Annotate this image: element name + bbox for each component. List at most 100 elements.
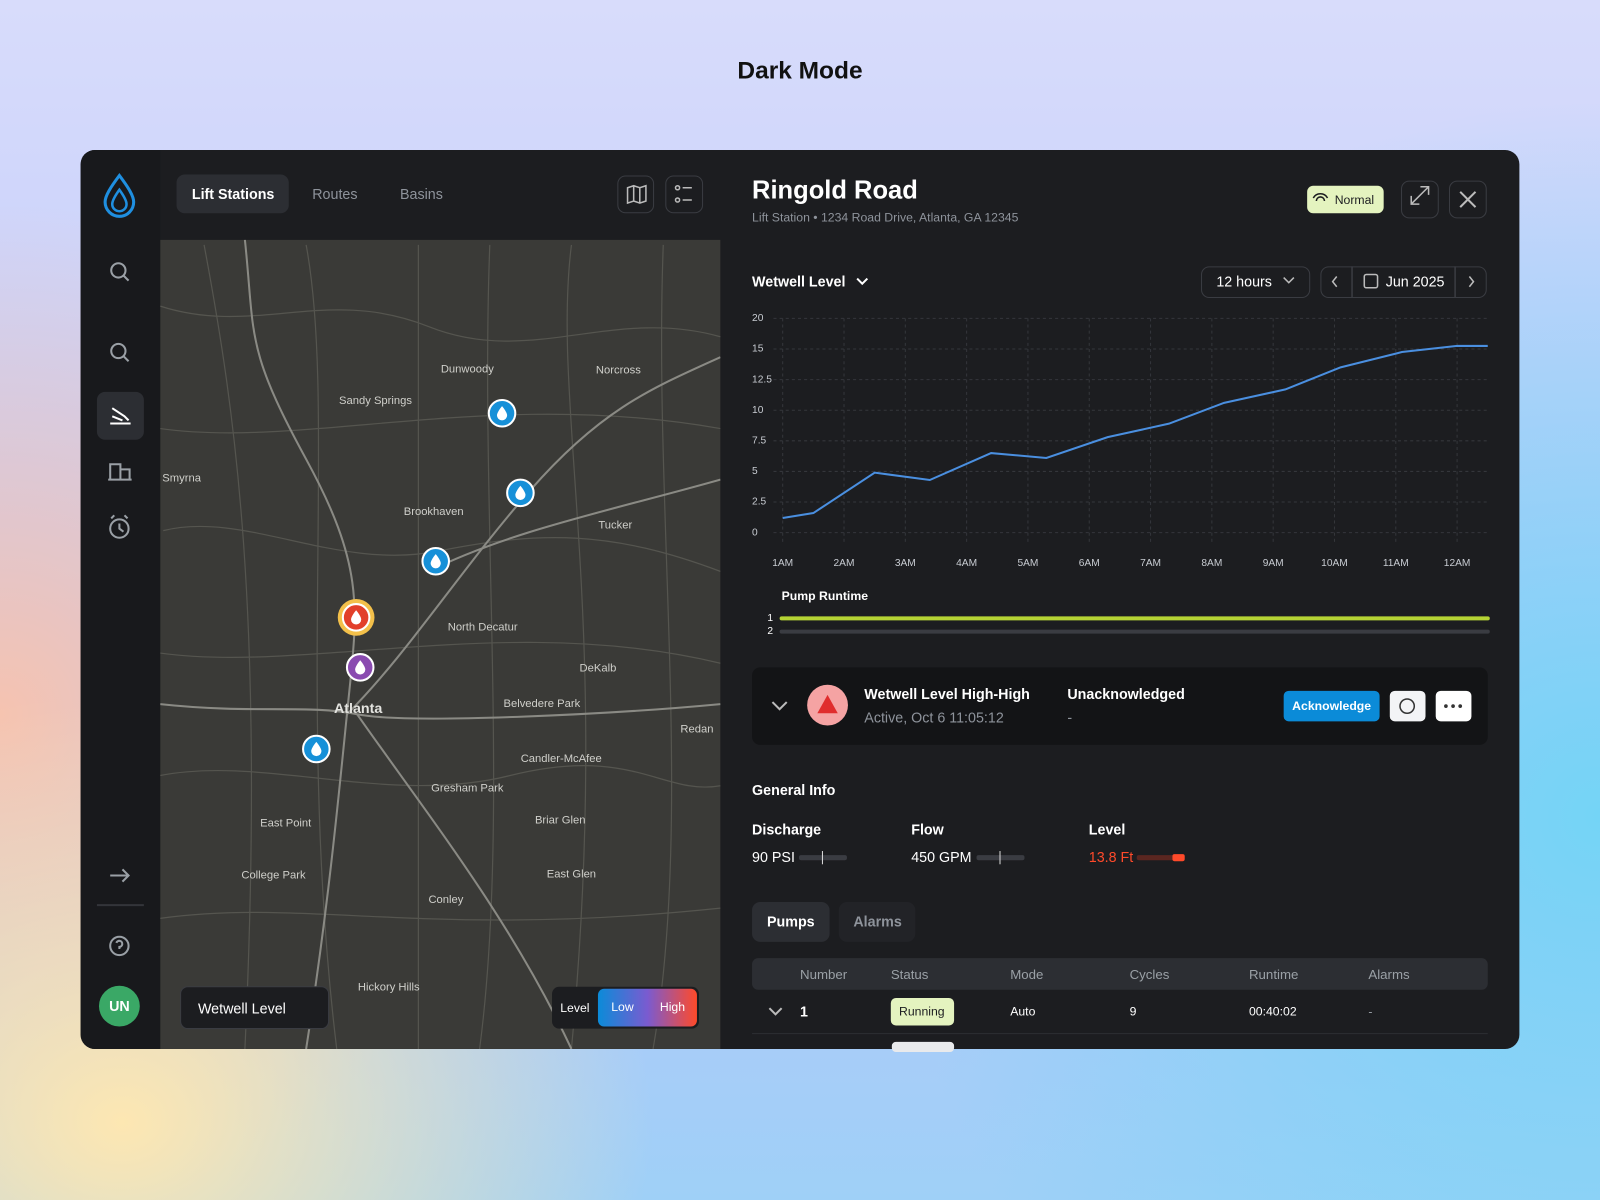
x-tick-label: 4AM [956, 558, 977, 569]
avatar[interactable] [98, 985, 140, 1027]
info-label: Level [1088, 821, 1126, 838]
y-tick-label: 12.5 [752, 374, 772, 385]
nav-tab[interactable]: Lift Stations [191, 185, 275, 203]
marker-drop [515, 485, 526, 500]
tab-label[interactable]: Pumps [766, 913, 815, 930]
y-tick-label: 2.5 [752, 497, 766, 508]
legend-high: High [659, 999, 686, 1015]
silence-icon [1399, 698, 1416, 715]
map-label: College Park [241, 869, 306, 881]
nav-tab[interactable]: Routes [312, 185, 358, 203]
map-markers [302, 398, 535, 764]
x-tick-label: 5AM [1017, 558, 1038, 569]
info-value: 13.8 Ft [1088, 848, 1134, 866]
avatar-initials: UN [109, 997, 130, 1015]
x-tick-label: 9AM [1263, 558, 1284, 569]
x-tick-label: 3AM [895, 558, 916, 569]
status-running [890, 997, 955, 1026]
marker-drop [351, 610, 362, 625]
alarm-note: - [1067, 709, 1073, 726]
info-value: 90 PSI [752, 848, 795, 866]
view-icons [297, 184, 1477, 1016]
map-label: Smyrna [162, 473, 201, 485]
table-cell: Mode [1010, 966, 1044, 983]
table-cell: 00:40:02 [1248, 1004, 1297, 1019]
metric-select[interactable]: Wetwell Level [752, 273, 846, 290]
map-label: Redan [680, 724, 713, 736]
map[interactable] [160, 239, 721, 1049]
table-cell: Number [799, 966, 848, 983]
close-button[interactable] [1448, 180, 1487, 219]
tab-label[interactable]: Alarms [853, 913, 902, 930]
status-text: Normal [1334, 192, 1375, 208]
x-tick-label: 11AM [1383, 558, 1409, 569]
page-title: Dark Mode [737, 57, 863, 85]
table-cell: - [1368, 1004, 1373, 1019]
x-tick-label: 2AM [834, 558, 855, 569]
list-view-button[interactable] [665, 175, 704, 214]
info-label: Flow [911, 821, 944, 838]
acknowledge-label[interactable]: Acknowledge [1292, 698, 1372, 714]
y-tick-label: 0 [752, 527, 758, 538]
y-tick-label: 5 [752, 466, 758, 477]
y-tick-label: 15 [752, 344, 764, 355]
acknowledge-button[interactable] [1283, 690, 1380, 722]
legend-title: Level [560, 1001, 590, 1016]
marker-drop [355, 660, 366, 675]
expand-button[interactable] [1401, 180, 1439, 219]
map-streets [160, 244, 721, 1049]
range-select[interactable] [1201, 266, 1311, 298]
map-label: Sandy Springs [339, 395, 412, 407]
legend-low: Low [611, 999, 634, 1015]
x-tick-label: 10AM [1321, 558, 1348, 569]
map-label: North Decatur [448, 622, 518, 634]
y-tick-label: 7.5 [752, 436, 766, 447]
legend-gradient [597, 988, 697, 1027]
map-background [160, 239, 721, 1049]
nav-tab[interactable]: Basins [399, 185, 443, 203]
pump-runtime-title: Pump Runtime [781, 588, 869, 604]
next-row-badge [891, 1041, 955, 1053]
y-tick-label: 10 [752, 405, 764, 416]
range-text[interactable]: 12 hours [1216, 273, 1272, 290]
logo-inner [110, 187, 128, 213]
x-tick-label: 7AM [1140, 558, 1161, 569]
map-labels: Dunwoody Sandy Springs Norcross Brookhaven T… [162, 363, 713, 993]
table-header [752, 958, 1488, 990]
date-nav[interactable] [1320, 266, 1487, 298]
pump-label: 2 [767, 626, 774, 638]
tab-alarms[interactable] [838, 902, 916, 942]
layer-select-label[interactable]: Wetwell Level [197, 999, 286, 1017]
alarm-title: Wetwell Level High-High [864, 685, 1030, 703]
logo[interactable] [103, 172, 136, 218]
map-label: Candler-McAfee [521, 753, 602, 765]
gauges [798, 851, 1185, 865]
info-value: 450 GPM [911, 848, 972, 866]
map-label: Brookhaven [404, 506, 464, 518]
y-tick-label: 20 [752, 313, 764, 324]
silence-button[interactable] [1389, 690, 1426, 722]
station-name: Ringold Road [752, 176, 918, 205]
map-label: East Glen [547, 868, 596, 880]
info-label: Discharge [752, 821, 822, 838]
alarm-triangle [817, 694, 838, 714]
month-text[interactable]: Jun 2025 [1385, 273, 1445, 290]
more-icon [1444, 704, 1463, 708]
line-series [782, 344, 1488, 519]
section-title: General Info [752, 781, 836, 798]
tab-pumps[interactable] [752, 902, 830, 942]
map-label: Tucker [598, 519, 632, 531]
status-badge [1307, 185, 1384, 214]
sidebar-icons[interactable] [96, 262, 144, 957]
layer-select[interactable] [180, 986, 330, 1030]
x-tick-label: 8AM [1201, 558, 1222, 569]
x-tick-label: 1AM [772, 558, 793, 569]
chart: 0 2.5 5 7.5 10 12.5 15 20 1AM 2AM 3AM 4AM 5AM 6AM 7AM 8… [752, 313, 1490, 634]
map-view-button[interactable] [617, 175, 655, 214]
x-tick-label: 12AM [1444, 558, 1471, 569]
marker-drop [311, 741, 322, 757]
table-cell: Running [898, 1004, 945, 1019]
sidebar [80, 149, 161, 1049]
